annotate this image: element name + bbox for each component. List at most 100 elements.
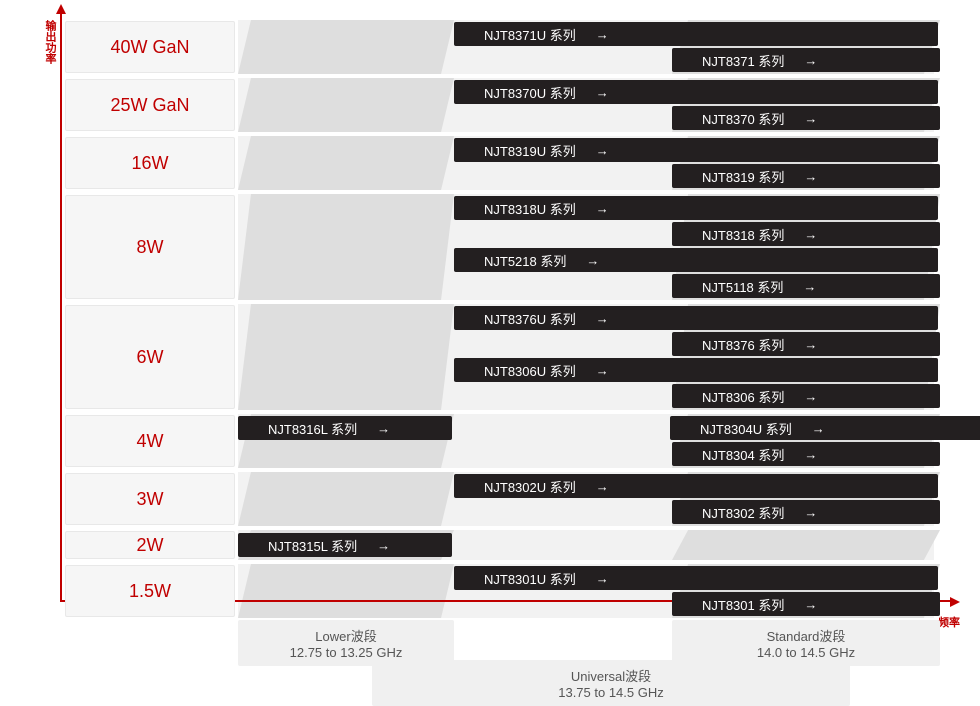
series-bar[interactable]: NJT8316L 系列 →: [238, 416, 452, 440]
series-label: NJT8376U 系列: [484, 309, 576, 328]
series-bar[interactable]: NJT8319U 系列 →: [454, 138, 938, 162]
series-bar[interactable]: NJT8302U 系列 →: [454, 474, 938, 498]
power-row: 6WNJT8376U 系列→NJT8376 系列→NJT8306U 系列→NJT…: [62, 302, 942, 412]
series-label: NJT8319 系列: [702, 167, 784, 186]
power-label: 40W GaN: [65, 21, 235, 73]
series-bar[interactable]: NJT8304 系列 →: [672, 442, 940, 466]
power-row: 8WNJT8318U 系列→NJT8318 系列→NJT5218 系列→NJT5…: [62, 192, 942, 302]
arrow-right-icon: →: [586, 253, 599, 268]
arrow-right-icon: →: [596, 363, 609, 378]
legend-universal: Universal波段 13.75 to 14.5 GHz: [372, 660, 850, 706]
arrow-right-icon: →: [804, 227, 817, 242]
series-label: NJT8316L 系列: [268, 419, 357, 438]
series-bar[interactable]: NJT8318 系列 →: [672, 222, 940, 246]
arrow-right-icon: →: [596, 479, 609, 494]
band-area: NJT8376U 系列→NJT8376 系列→NJT8306U 系列→NJT83…: [238, 302, 942, 412]
band-legend: Lower波段 12.75 to 13.25 GHz Standard波段 14…: [238, 620, 940, 704]
arrow-right-icon: →: [377, 421, 390, 436]
arrow-right-icon: →: [804, 597, 817, 612]
power-label: 6W: [65, 305, 235, 409]
power-label: 3W: [65, 473, 235, 525]
legend-universal-title: Universal波段: [372, 666, 850, 685]
series-label: NJT8376 系列: [702, 335, 784, 354]
series-bar[interactable]: NJT8319 系列 →: [672, 164, 940, 188]
y-axis-label: 输出功率: [42, 20, 58, 64]
legend-universal-range: 13.75 to 14.5 GHz: [372, 685, 850, 700]
arrow-right-icon: →: [804, 389, 817, 404]
rows-container: 40W GaNNJT8371U 系列→NJT8371 系列→25W GaNNJT…: [62, 18, 942, 620]
band-area: NJT8315L 系列 →: [238, 528, 942, 562]
series-label: NJT8371U 系列: [484, 25, 576, 44]
power-row: 25W GaN NJT8370U 系列 → NJT8370 系列 →: [62, 76, 942, 134]
series-label: NJT8306U 系列: [484, 361, 576, 380]
band-area: NJT8301U 系列 → NJT8301 系列 →: [238, 562, 942, 620]
power-row: 4W NJT8316L 系列 → NJT8304U 系列 → NJT8304 系列 →: [62, 412, 942, 470]
series-label: NJT8304U 系列: [700, 419, 792, 438]
series-label: NJT8302 系列: [702, 503, 784, 522]
chart-area: 40W GaNNJT8371U 系列→NJT8371 系列→25W GaNNJT…: [62, 18, 942, 598]
series-bar[interactable]: NJT8376 系列 →: [672, 332, 940, 356]
band-area: NJT8371U 系列 → NJT8371 系列 →: [238, 18, 942, 76]
power-row: 40W GaN NJT8371U 系列 → NJT8371 系列 →: [62, 18, 942, 76]
series-bar[interactable]: NJT8376U 系列 →: [454, 306, 938, 330]
band-area: NJT8370U 系列 → NJT8370 系列 →: [238, 76, 942, 134]
series-label: NJT8370U 系列: [484, 83, 576, 102]
series-label: NJT8301U 系列: [484, 569, 576, 588]
legend-lower-title: Lower波段: [238, 626, 454, 645]
series-bar[interactable]: NJT8370 系列 →: [672, 106, 940, 130]
series-label: NJT8371 系列: [702, 51, 784, 70]
power-label: 8W: [65, 195, 235, 299]
arrow-right-icon: →: [596, 85, 609, 100]
series-label: NJT8304 系列: [702, 445, 784, 464]
arrow-right-icon: →: [596, 143, 609, 158]
arrow-right-icon: →: [596, 201, 609, 216]
series-label: NJT8370 系列: [702, 109, 784, 128]
legend-lower-range: 12.75 to 13.25 GHz: [238, 645, 454, 660]
series-bar[interactable]: NJT8302 系列→: [672, 500, 940, 524]
arrow-right-icon: →: [804, 111, 817, 126]
series-bar[interactable]: NJT8371 系列 →: [672, 48, 940, 72]
series-label: NJT8315L 系列: [268, 536, 357, 555]
series-label: NJT8301 系列: [702, 595, 784, 614]
band-area: NJT8302U 系列 → NJT8302 系列→: [238, 470, 942, 528]
arrow-right-icon: →: [596, 311, 609, 326]
band-area: NJT8318U 系列 → NJT8318 系列 → NJT5218 系列 → NJT511…: [238, 192, 942, 302]
x-axis-arrow-icon: [950, 597, 960, 607]
arrow-right-icon: →: [812, 421, 825, 436]
series-bar[interactable]: NJT8318U 系列 →: [454, 196, 938, 220]
power-row: 3W NJT8302U 系列 → NJT8302 系列→: [62, 470, 942, 528]
arrow-right-icon: →: [804, 169, 817, 184]
arrow-right-icon: →: [804, 337, 817, 352]
series-label: NJT8319U 系列: [484, 141, 576, 160]
arrow-right-icon: →: [804, 447, 817, 462]
power-label: 2W: [65, 531, 235, 559]
series-label: NJT8306 系列: [702, 387, 784, 406]
series-bar[interactable]: NJT8370U 系列 →: [454, 80, 938, 104]
series-label: NJT8318 系列: [702, 225, 784, 244]
series-bar[interactable]: NJT8306 系列 →: [672, 384, 940, 408]
series-bar[interactable]: NJT5118 系列→: [672, 274, 940, 298]
series-label: NJT8318U 系列: [484, 199, 576, 218]
series-label: NJT8302U 系列: [484, 477, 576, 496]
power-row: 1.5WNJT8301U 系列→NJT8301 系列→: [62, 562, 942, 620]
series-bar[interactable]: NJT8301 系列 →: [672, 592, 940, 616]
series-bar[interactable]: NJT5218 系列 →: [454, 248, 938, 272]
power-row: 16W NJT8319U 系列 → NJT8319 系列 →: [62, 134, 942, 192]
legend-standard-range: 14.0 to 14.5 GHz: [672, 645, 940, 660]
series-bar[interactable]: NJT8304U 系列 →: [670, 416, 980, 440]
series-bar[interactable]: NJT8315L 系列 →: [238, 533, 452, 557]
arrow-right-icon: →: [596, 27, 609, 42]
band-area: NJT8316L 系列 → NJT8304U 系列 → NJT8304 系列 →: [238, 412, 942, 470]
series-label: NJT5218 系列: [484, 251, 566, 270]
series-bar[interactable]: NJT8301U 系列 →: [454, 566, 938, 590]
series-bar[interactable]: NJT8306U 系列 →: [454, 358, 938, 382]
y-axis-arrow-icon: [56, 4, 66, 14]
power-label: 4W: [65, 415, 235, 467]
series-bar[interactable]: NJT8371U 系列 →: [454, 22, 938, 46]
legend-standard-title: Standard波段: [672, 626, 940, 645]
arrow-right-icon: →: [596, 571, 609, 586]
arrow-right-icon: →: [377, 538, 390, 553]
power-label: 16W: [65, 137, 235, 189]
power-label: 25W GaN: [65, 79, 235, 131]
arrow-right-icon: →: [804, 53, 817, 68]
